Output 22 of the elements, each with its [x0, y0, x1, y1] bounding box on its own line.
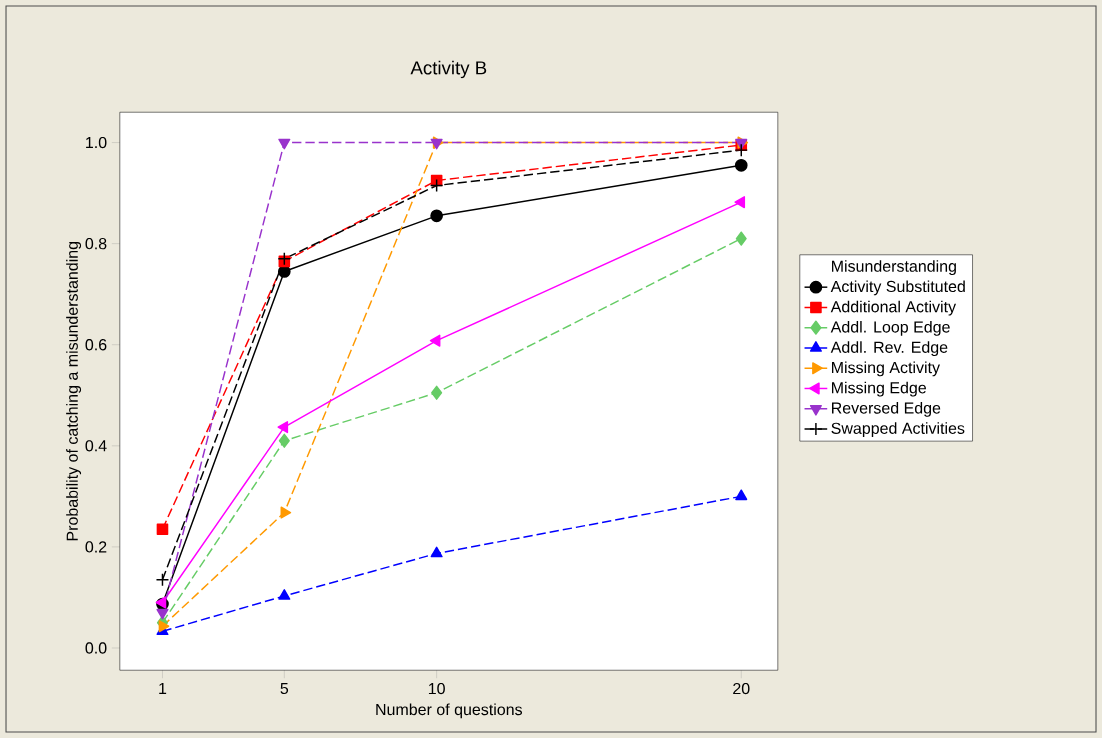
- legend-label: Activity Substituted: [830, 280, 965, 296]
- x-tick-label: 5: [280, 682, 289, 695]
- legend-label: Missing Edge: [832, 381, 926, 397]
- y-tick-label: 0.4: [85, 440, 107, 452]
- x-axis-title: Number of questions: [376, 703, 523, 719]
- legend-label: Addl. Loop Edge: [830, 320, 950, 336]
- y-tick-label: 0.8: [85, 237, 107, 250]
- x-tick-label: 1: [159, 682, 167, 694]
- chart-title: Activity B: [410, 60, 487, 79]
- y-tick-label: 0.6: [85, 339, 107, 351]
- x-tick-label: 20: [733, 682, 750, 695]
- x-tick-label: 10: [428, 682, 445, 695]
- legend-label: Addl. Rev. Edge: [830, 341, 948, 357]
- legend-label: Missing Activity: [832, 361, 940, 377]
- legend-title: Misunderstanding: [832, 260, 956, 276]
- legend-label: Additional Activity: [830, 300, 957, 316]
- legend-label: Reversed Edge: [832, 401, 941, 417]
- y-tick-label: 1.0: [86, 136, 107, 149]
- y-tick-label: 0.2: [85, 541, 107, 553]
- y-tick-label: 0.0: [85, 642, 107, 654]
- legend-label: Swapped Activities: [831, 422, 965, 438]
- y-axis-title: Probability of catching a misunderstanding: [66, 242, 82, 541]
